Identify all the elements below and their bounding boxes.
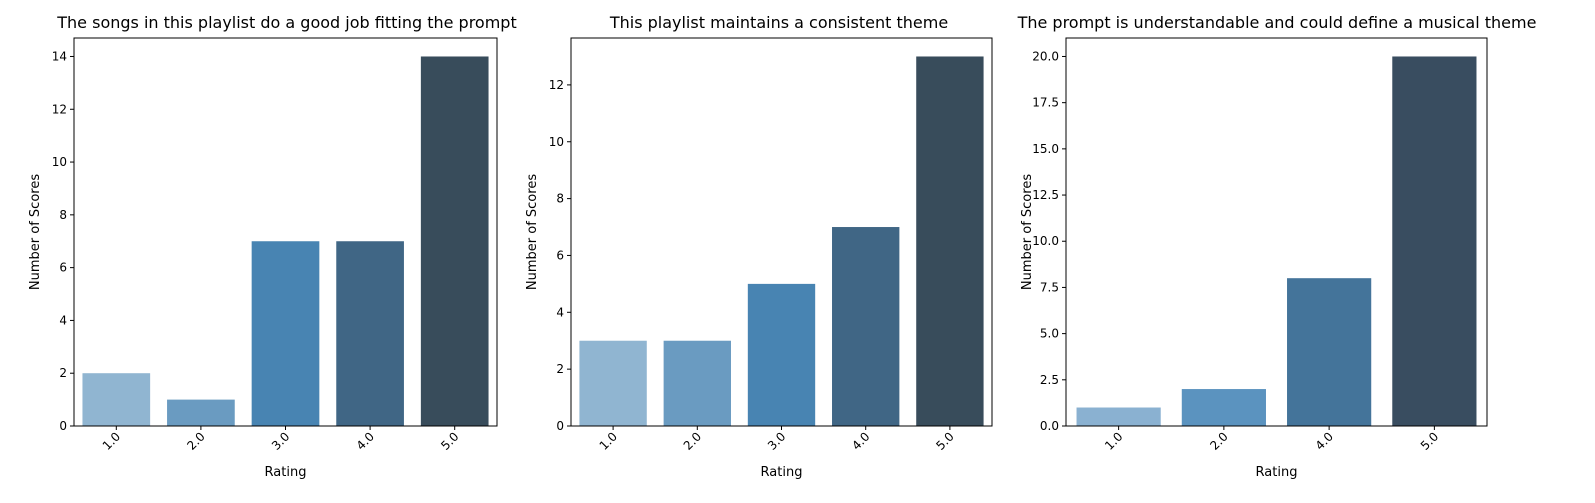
y-axis-label: Number of Scores — [1020, 174, 1035, 290]
x-tick-label: 5.0 — [438, 429, 461, 452]
x-axis-label: Rating — [265, 465, 307, 480]
bar-4.0 — [1287, 278, 1372, 426]
bar-2.0 — [1181, 389, 1266, 426]
x-axis-label: Rating — [1256, 465, 1298, 480]
x-tick-label: 2.0 — [184, 429, 207, 452]
chart-panel-3: The prompt is understandable and could d… — [1017, 13, 1537, 480]
x-tick-label: 3.0 — [269, 429, 292, 452]
x-tick-label: 5.0 — [933, 429, 956, 452]
y-tick-label: 0 — [59, 419, 67, 433]
x-tick-label: 4.0 — [1313, 429, 1336, 452]
y-tick-label: 12 — [52, 102, 67, 116]
x-axis-label: Rating — [761, 465, 803, 480]
bar-3.0 — [251, 241, 320, 426]
bar-4.0 — [832, 227, 900, 426]
chart-title: The prompt is understandable and could d… — [1017, 13, 1537, 32]
x-tick-label: 2.0 — [1207, 429, 1230, 452]
y-tick-label: 7.5 — [1040, 280, 1059, 294]
bar-4.0 — [336, 241, 404, 426]
chart-panel-2: This playlist maintains a consistent the… — [525, 13, 993, 480]
bar-1.0 — [82, 373, 151, 426]
x-tick-label: 3.0 — [765, 429, 788, 452]
y-tick-label: 2.5 — [1040, 373, 1059, 387]
y-tick-label: 0.0 — [1040, 419, 1059, 433]
axes-frame — [570, 37, 993, 427]
chart-title: This playlist maintains a consistent the… — [609, 13, 948, 32]
y-tick-label: 12.5 — [1032, 188, 1059, 202]
x-tick-label: 1.0 — [597, 429, 620, 452]
bar-2.0 — [167, 399, 235, 426]
y-tick-label: 4 — [59, 313, 67, 327]
axes-frame — [73, 37, 498, 427]
x-tick-label: 4.0 — [849, 429, 872, 452]
y-tick-label: 12 — [549, 78, 564, 92]
bar-5.0 — [1392, 56, 1477, 426]
bar-5.0 — [420, 56, 489, 426]
y-tick-label: 2 — [59, 366, 67, 380]
y-tick-label: 8 — [59, 208, 67, 222]
bar-3.0 — [747, 283, 816, 426]
bar-2.0 — [663, 340, 731, 426]
y-tick-label: 10 — [549, 135, 564, 149]
bar-1.0 — [1076, 407, 1161, 426]
x-tick-label: 1.0 — [1102, 429, 1125, 452]
y-tick-label: 4 — [556, 305, 564, 319]
y-tick-label: 6 — [59, 261, 67, 275]
x-tick-label: 5.0 — [1418, 429, 1441, 452]
chart-title: The songs in this playlist do a good job… — [56, 13, 516, 32]
y-tick-label: 14 — [52, 49, 67, 63]
y-tick-label: 10 — [52, 155, 67, 169]
x-tick-label: 4.0 — [354, 429, 377, 452]
y-tick-label: 10.0 — [1032, 234, 1059, 248]
y-tick-label: 15.0 — [1032, 142, 1059, 156]
y-axis-label: Number of Scores — [28, 174, 43, 290]
x-tick-label: 2.0 — [681, 429, 704, 452]
y-tick-label: 17.5 — [1032, 96, 1059, 110]
y-axis-label: Number of Scores — [525, 174, 540, 290]
y-tick-label: 0 — [556, 419, 564, 433]
y-tick-label: 6 — [556, 248, 564, 262]
y-tick-label: 2 — [556, 362, 564, 376]
bar-1.0 — [579, 340, 647, 426]
chart-panel-1: The songs in this playlist do a good job… — [28, 13, 517, 480]
y-tick-label: 8 — [556, 192, 564, 206]
y-tick-label: 20.0 — [1032, 49, 1059, 63]
bar-5.0 — [916, 56, 984, 426]
x-tick-label: 1.0 — [100, 429, 123, 452]
axes-frame — [1065, 37, 1488, 427]
y-tick-label: 5.0 — [1040, 327, 1059, 341]
